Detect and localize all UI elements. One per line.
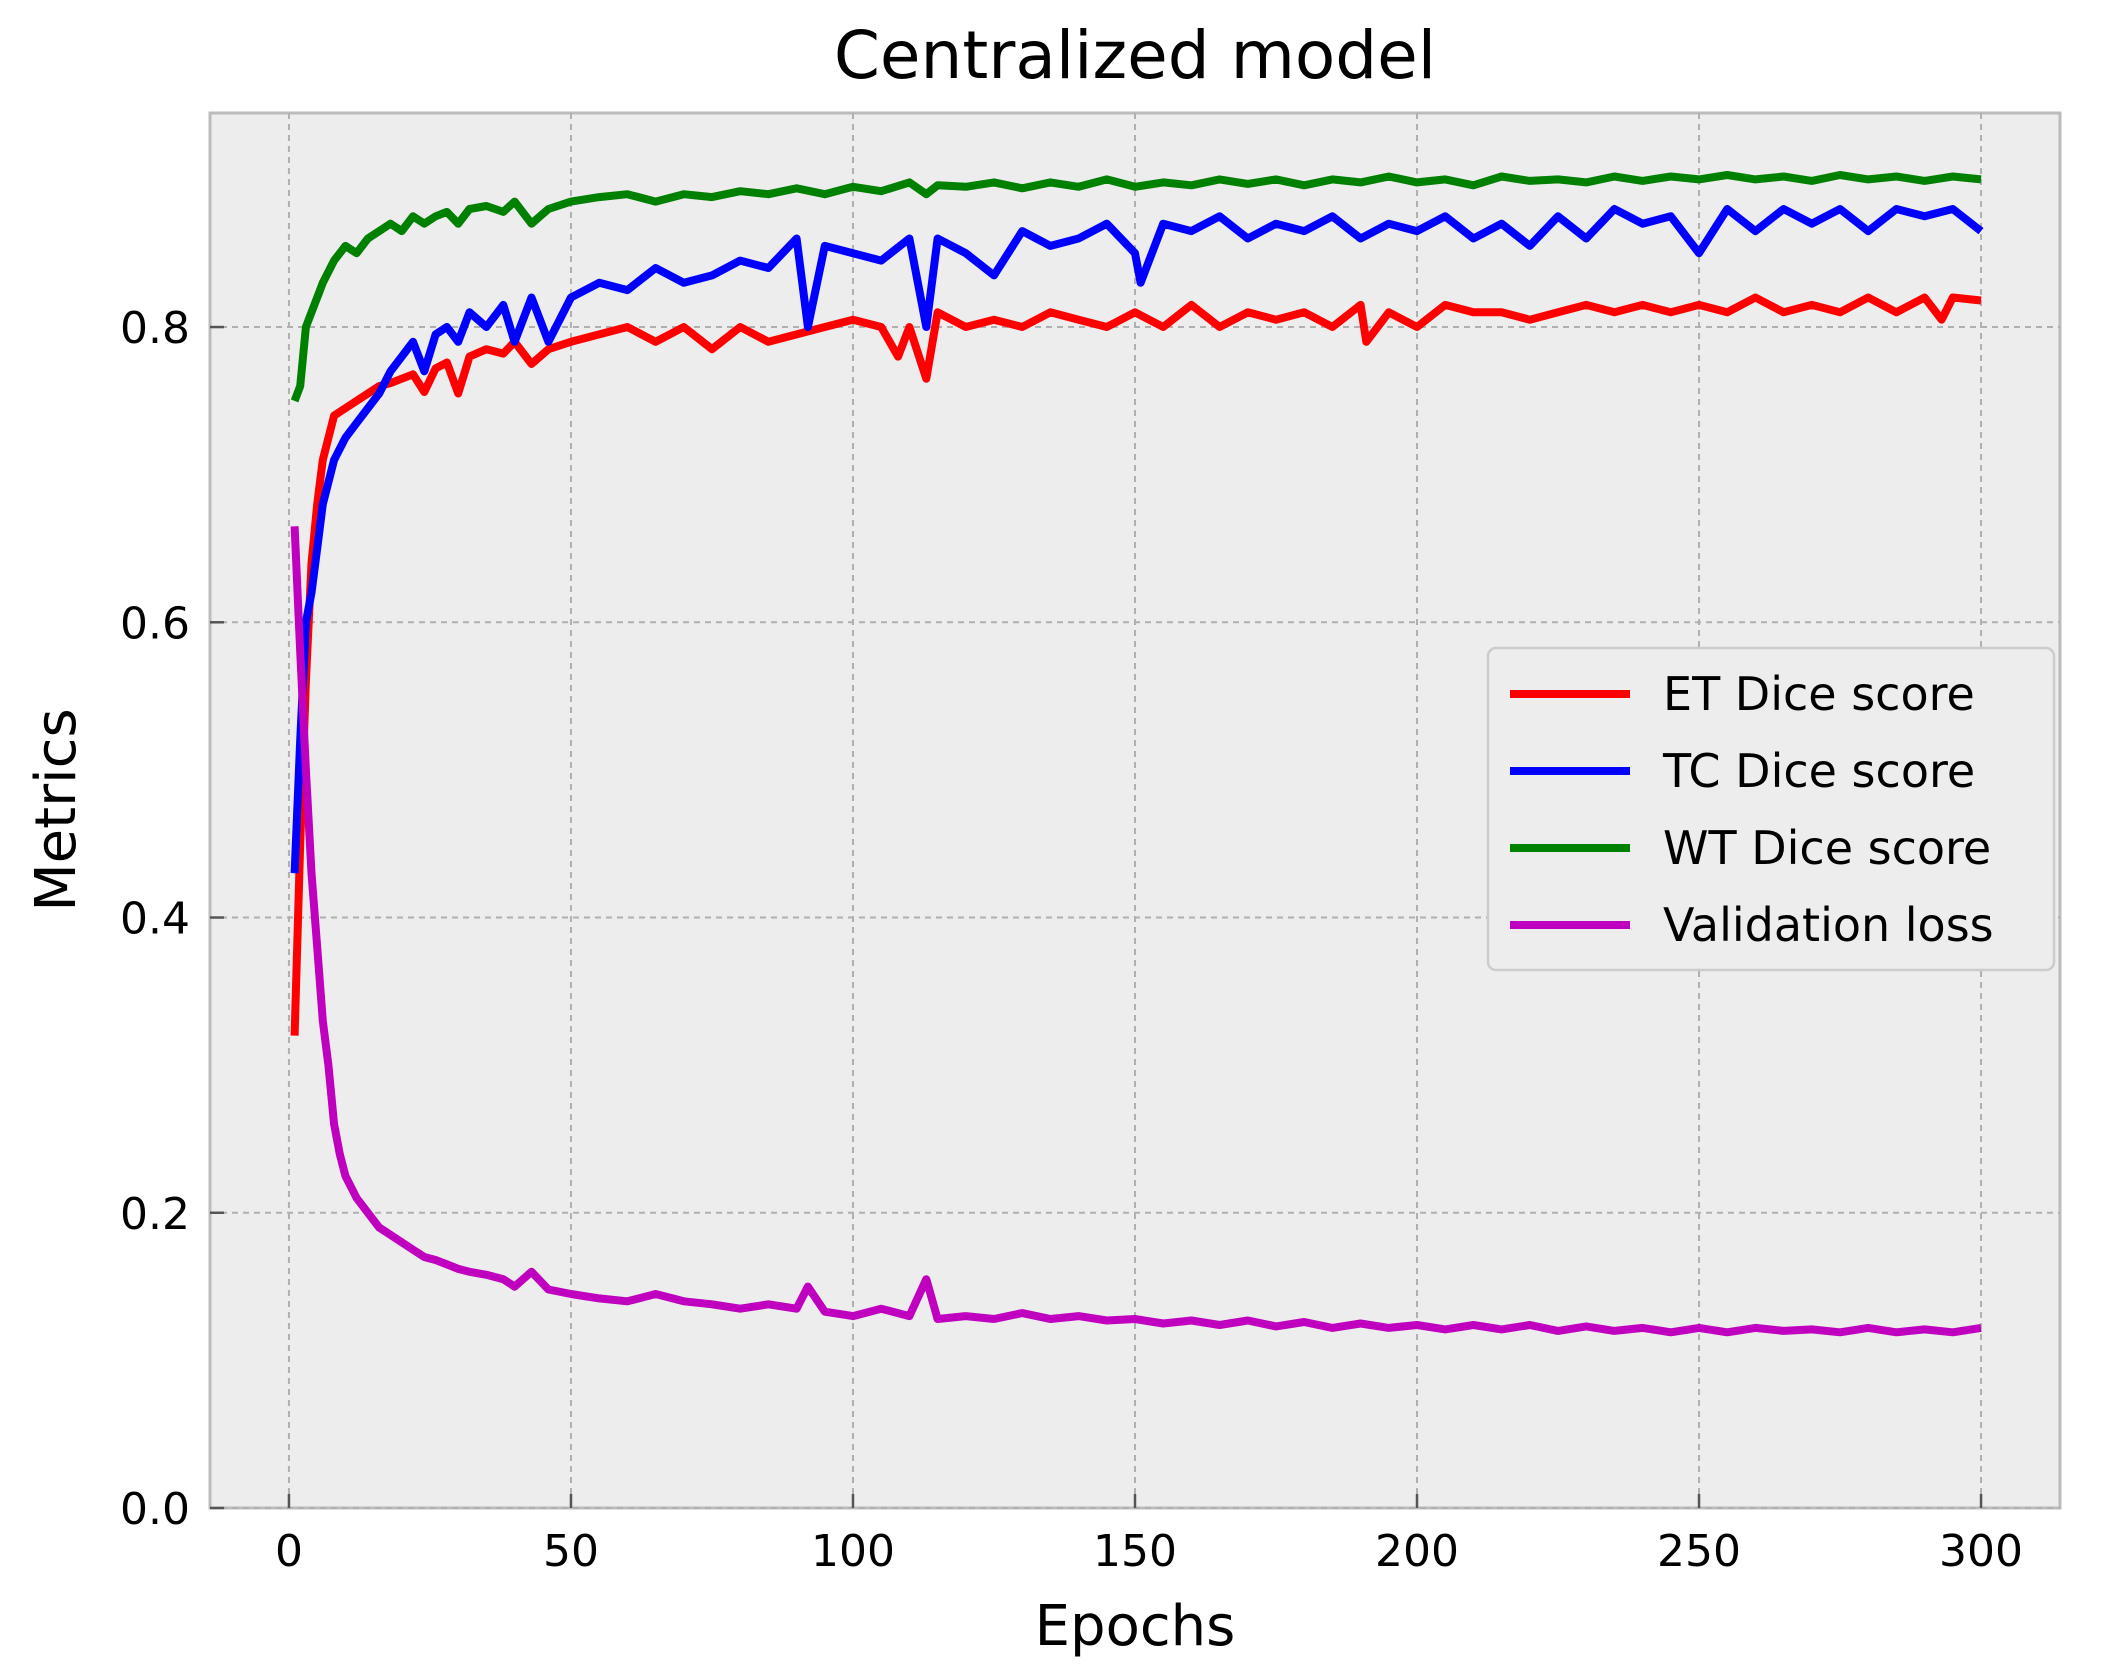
series-line-wt-dice-score — [290, 171, 1982, 403]
x-axis-label: Epochs — [1035, 1594, 1236, 1659]
data-series — [290, 171, 1984, 1337]
legend-label-et-dice-score: ET Dice score — [1663, 667, 1975, 721]
x-tick-label: 200 — [1375, 1526, 1459, 1577]
x-tick-label: 100 — [811, 1526, 895, 1577]
legend-box — [1486, 646, 2056, 972]
axis-ticks: 0 50 100 150 200 250 300 0.0 0.2 0.4 0.6 0.8 — [120, 303, 2023, 1577]
x-tick-label: 150 — [1093, 1526, 1177, 1577]
legend-label-wt-dice-score: WT Dice score — [1663, 821, 1991, 875]
y-axis-label: Metrics — [24, 708, 89, 911]
x-tick-label: 250 — [1657, 1526, 1741, 1577]
chart-title: Centralized model — [834, 17, 1436, 94]
y-tick-label: 0.8 — [120, 303, 190, 354]
series-line-validation-loss — [290, 526, 1982, 1337]
x-tick-label: 300 — [1939, 1526, 2023, 1577]
y-tick-label: 0.0 — [120, 1484, 190, 1535]
x-tick-label: 50 — [543, 1526, 599, 1577]
legend: ET Dice score TC Dice score WT Dice score V… — [1486, 646, 2056, 972]
legend-label-tc-dice-score: TC Dice score — [1662, 744, 1975, 798]
y-tick-label: 0.6 — [120, 598, 190, 649]
series-line-et-dice-score — [290, 293, 1982, 1036]
x-tick-label: 0 — [275, 1526, 303, 1577]
series-line-tc-dice-score — [290, 205, 1984, 874]
y-tick-label: 0.4 — [120, 894, 190, 945]
legend-label-validation-loss: Validation loss — [1663, 898, 1994, 952]
y-tick-label: 0.2 — [120, 1189, 190, 1240]
